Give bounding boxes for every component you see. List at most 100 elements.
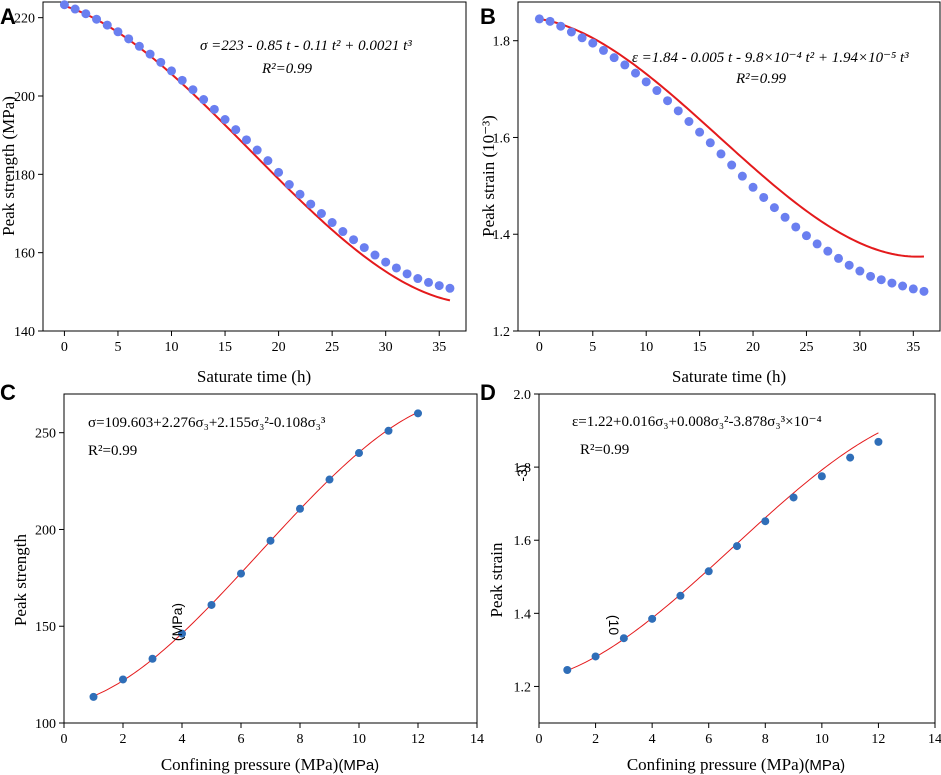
x-tick-label-b: 15: [693, 340, 707, 355]
data-point-b: [577, 33, 587, 43]
y-ticks-a: 140 160 180 200 220: [14, 12, 43, 340]
data-point-a: [102, 20, 112, 30]
plot-frame-b: [517, 1, 941, 332]
data-point-c: [178, 629, 186, 638]
y-tick-label-c: 200: [35, 523, 56, 538]
data-point-a: [349, 235, 359, 245]
y-tick-label-c: 150: [35, 620, 56, 635]
data-point-a: [113, 27, 123, 37]
x-tick-label-b: 20: [746, 340, 760, 355]
fit-curve-c: [93, 411, 419, 697]
x-axis-label-b: Saturate time (h): [672, 367, 786, 386]
y-tick-label-c: 100: [35, 717, 56, 732]
data-point-a: [59, 0, 69, 10]
r-squared-c: R²=0.99: [88, 443, 137, 459]
x-tick-label-d: 10: [815, 732, 829, 747]
data-point-a: [156, 57, 166, 67]
data-point-b: [684, 117, 694, 127]
y-tick-label-a: 220: [14, 12, 35, 27]
x-tick-label-b: 25: [799, 340, 813, 355]
data-point-b: [823, 246, 833, 256]
x-tick-label-c: 6: [238, 732, 245, 747]
data-point-a: [413, 274, 423, 284]
panel-b: B 0 5 10 15 20 25 30 35 1.2 1.4 1.6 1.8 ε =1.84 - …: [479, 1, 941, 386]
y-ticks-b: 1.2 1.4 1.6 1.8: [493, 35, 518, 340]
x-ticks-b: 0 5 10 15 20 25 30 35: [536, 331, 920, 355]
data-point-a: [391, 263, 401, 273]
x-axis-label-c: Confining pressure (MPa)(MPa): [161, 755, 379, 774]
data-point-b: [566, 27, 576, 37]
x-tick-label-a: 30: [379, 340, 393, 355]
plot-frame-a: [42, 1, 467, 332]
x-tick-label-d: 8: [762, 732, 769, 747]
y-tick-label-d: 2.0: [514, 388, 532, 403]
data-point-a: [167, 66, 177, 76]
data-point-a: [445, 283, 455, 293]
x-axis-label-d: Confining pressure (MPa)(MPa): [627, 755, 845, 774]
data-point-a: [209, 104, 219, 114]
data-point-a: [381, 257, 391, 267]
y-tick-label-b: 1.6: [493, 131, 511, 146]
data-point-c: [325, 475, 334, 484]
data-point-a: [70, 4, 80, 14]
y-tick-label-a: 140: [14, 325, 35, 340]
r-squared-d: R²=0.99: [580, 442, 629, 458]
x-axis-label-c-main: Confining pressure (MPa): [161, 755, 339, 774]
data-point-b: [887, 278, 897, 288]
y-axis-label-b: Peak strain (10⁻³): [479, 115, 498, 237]
r-squared-b: R²=0.99: [735, 71, 787, 87]
data-point-d: [704, 567, 713, 576]
data-point-b: [663, 96, 673, 106]
y-tick-label-b: 1.8: [493, 35, 511, 50]
data-point-a: [263, 156, 273, 166]
data-point-d: [591, 652, 600, 661]
data-point-b: [866, 271, 876, 281]
y-tick-label-a: 180: [14, 168, 35, 183]
data-point-c: [384, 426, 393, 435]
y-tick-label-c: 250: [35, 427, 56, 442]
data-point-c: [148, 654, 157, 663]
data-point-a: [424, 277, 434, 287]
data-point-d: [761, 517, 770, 526]
data-point-b: [695, 127, 705, 137]
data-point-b: [791, 222, 801, 232]
data-point-d: [846, 453, 855, 462]
data-point-a: [359, 243, 369, 253]
y-tick-label-a: 160: [14, 247, 35, 262]
panel-letter-a: A: [0, 4, 16, 29]
data-point-a: [231, 125, 241, 135]
y-axis-label-d: Peak strain: [487, 542, 506, 618]
x-tick-label-c: 10: [352, 732, 366, 747]
panel-d: D 0 2 4 6 8 10 12 14 1.2 1.4 1.6 1.8 2.0 ε=1.22+0.0…: [480, 380, 941, 774]
data-point-b: [716, 149, 726, 159]
data-point-a: [92, 14, 102, 24]
data-point-d: [619, 634, 628, 643]
x-ticks-d: 0 2 4 6 8 10 12 14: [536, 723, 941, 747]
data-point-a: [134, 41, 144, 51]
data-point-c: [266, 536, 275, 545]
x-tick-label-d: 6: [705, 732, 712, 747]
x-tick-label-c: 2: [120, 732, 127, 747]
data-point-b: [769, 203, 779, 213]
data-point-b: [620, 60, 630, 70]
x-tick-label-c: 8: [297, 732, 304, 747]
data-point-a: [316, 209, 326, 218]
data-point-b: [705, 138, 715, 148]
x-tick-label-a: 25: [325, 340, 339, 355]
data-point-a: [327, 218, 337, 228]
data-point-b: [748, 182, 758, 192]
x-tick-label-a: 0: [61, 340, 68, 355]
x-tick-label-d: 14: [928, 732, 941, 747]
x-tick-label-b: 30: [853, 340, 867, 355]
data-point-b: [631, 68, 641, 78]
data-point-c: [414, 409, 422, 418]
data-point-a: [402, 269, 412, 279]
x-ticks-c: 0 2 4 6 8 10 12 14: [61, 723, 484, 747]
data-point-a: [284, 180, 294, 190]
data-point-b: [908, 284, 918, 294]
stray-unit-exponent-d: -3): [514, 464, 530, 481]
data-point-a: [81, 9, 91, 19]
data-point-d: [789, 493, 798, 502]
data-point-d: [733, 542, 741, 551]
panel-letter-b: B: [480, 4, 496, 29]
